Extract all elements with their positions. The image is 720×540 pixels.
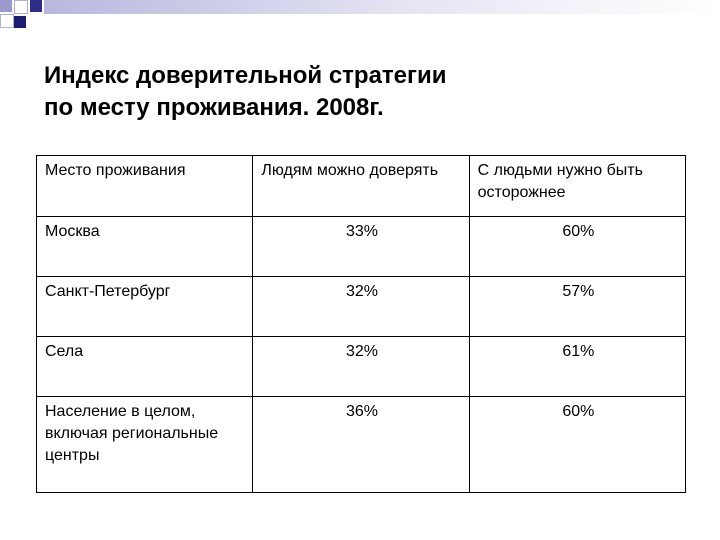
deco-square	[14, 0, 28, 14]
cell-residence: Санкт-Петербург	[35, 276, 254, 337]
trust-index-table: Место проживания Людям можно доверять С …	[35, 155, 687, 493]
column-header-residence: Место проживания	[35, 155, 254, 217]
cell-be-careful: 57%	[468, 276, 687, 337]
column-header-can-trust: Людям можно доверять	[252, 155, 470, 217]
cell-be-careful: 60%	[468, 216, 687, 277]
slide-title-line-1: Индекс доверительной стратегии	[44, 62, 447, 89]
deco-square	[0, 14, 14, 28]
slide-title: Индекс доверительной стратегии по месту …	[44, 60, 644, 124]
table-row: Население в целом, включая региональные …	[35, 396, 687, 493]
table-header-row: Место проживания Людям можно доверять С …	[35, 155, 687, 217]
cell-can-trust: 36%	[252, 396, 470, 493]
cell-can-trust: 32%	[252, 276, 470, 337]
cell-can-trust: 33%	[252, 216, 470, 277]
cell-be-careful: 60%	[468, 396, 687, 493]
slide-decoration-bar	[44, 0, 720, 14]
slide-decoration-squares	[0, 0, 60, 40]
table-row: Москва 33% 60%	[35, 216, 687, 277]
cell-residence: Села	[35, 336, 254, 397]
slide-title-line-2: по месту проживания. 2008г.	[44, 94, 384, 121]
cell-can-trust: 32%	[252, 336, 470, 397]
table-row: Села 32% 61%	[35, 336, 687, 397]
cell-be-careful: 61%	[468, 336, 687, 397]
deco-square	[14, 16, 26, 28]
column-header-be-careful: С людьми нужно быть осторожнее	[468, 155, 687, 217]
cell-residence: Москва	[35, 216, 254, 277]
deco-square	[30, 0, 42, 12]
deco-square	[0, 0, 12, 12]
cell-residence: Население в целом, включая региональные …	[35, 396, 254, 493]
table-row: Санкт-Петербург 32% 57%	[35, 276, 687, 337]
